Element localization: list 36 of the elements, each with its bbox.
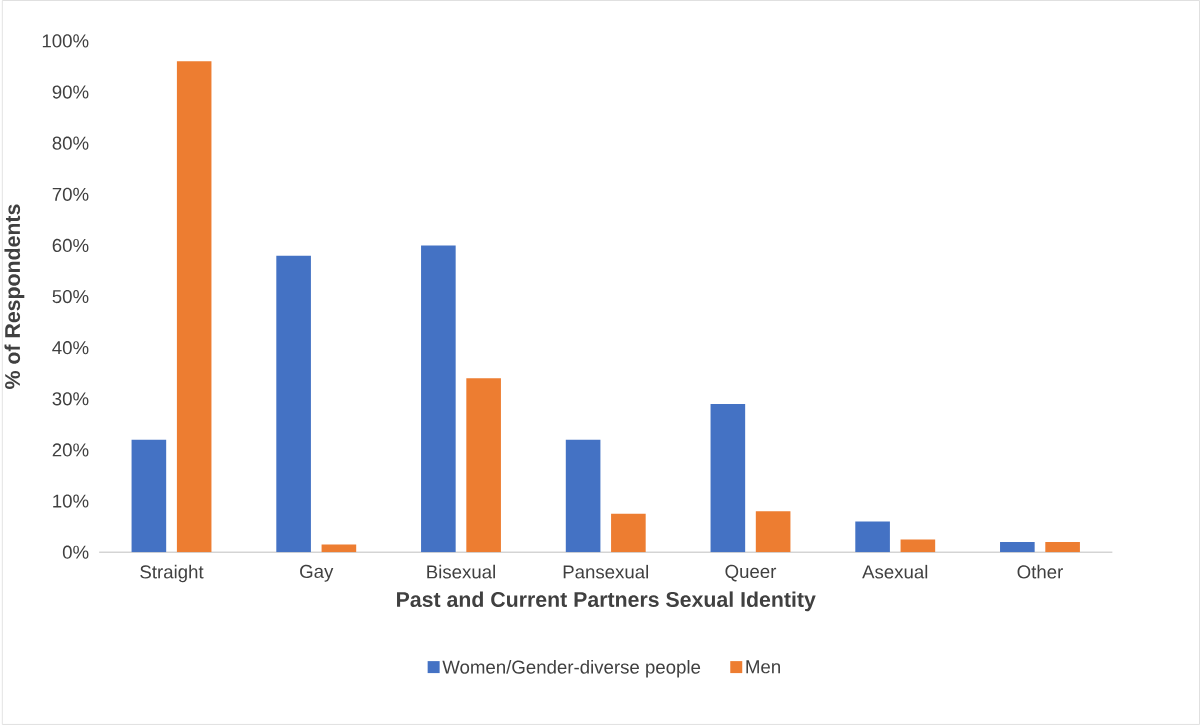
x-tick-label: Pansexual [563,564,649,579]
y-tick-label: 30% [52,392,89,406]
bar [176,61,212,553]
bar [1045,541,1080,553]
legend-label: Men [746,660,780,674]
bar [855,521,890,553]
bar [276,255,311,553]
y-tick-label: 90% [52,85,89,99]
y-tick-label: 80% [52,136,89,150]
y-tick-label: 10% [53,494,89,508]
bar [710,403,746,553]
bar [1000,541,1035,553]
y-tick-label: 0% [62,545,89,559]
bar [421,245,456,553]
x-tick-label: Asexual [862,564,928,579]
x-axis-title: Past and Current Partners Sexual Identity [397,591,816,612]
y-tick-label: 70% [52,187,89,201]
x-tick-label: Bisexual [427,564,495,579]
x-tick-label: Other [1017,564,1063,579]
bar [565,439,601,553]
bar [755,511,791,553]
y-tick-label: 40% [52,341,89,355]
y-axis-title: % of Respondents [4,204,25,389]
legend-label: Women/Gender-diverse people [442,660,701,678]
bar [900,539,936,553]
x-tick-label: Straight [140,564,204,583]
bar [466,378,501,553]
x-tick-label: Queer [725,564,777,582]
x-tick-label: Gay [300,564,334,582]
bar [611,513,646,553]
y-tick-label: 60% [52,238,89,253]
y-tick-label: 20% [52,443,89,457]
bar [321,544,357,553]
y-tick-label: 50% [52,289,89,304]
y-tick-label: 100% [42,34,89,48]
bar [131,439,167,553]
